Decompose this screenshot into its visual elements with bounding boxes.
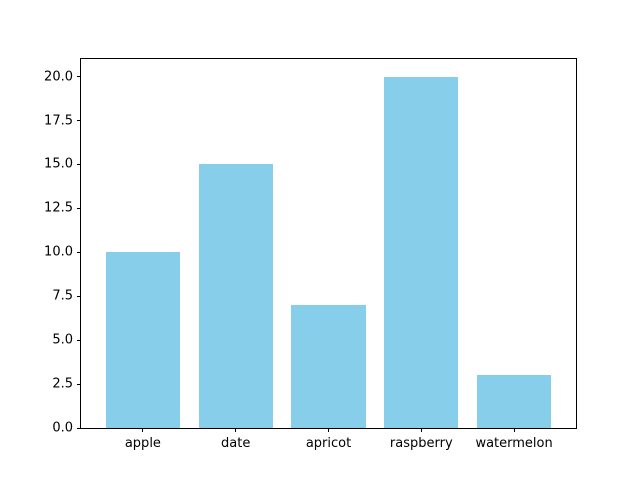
plot-area: 0.0 2.5 5.0 7.5 10.0 12.5 15.0 17.5 20.0 apple dat…	[44, 58, 577, 450]
x-tick-mark	[420, 428, 422, 432]
y-tick-mark	[77, 207, 81, 209]
y-tick-mark	[77, 76, 81, 78]
y-tick-label: 2.5	[52, 376, 73, 392]
y-tick-label: 15.0	[44, 156, 73, 172]
y-tick-label: 20.0	[44, 69, 73, 85]
y-tick-mark	[77, 295, 81, 297]
x-tick-label-apricot: apricot	[305, 436, 352, 451]
x-tick-mark	[142, 428, 144, 432]
x-tick-mark	[328, 428, 329, 432]
y-tick-mark	[77, 163, 81, 165]
x-tick-label-date: date	[221, 436, 251, 451]
y-tick-label: 10.0	[44, 244, 73, 260]
x-tick-label-watermelon: watermelon	[475, 436, 553, 451]
x-tick-label-apple: apple	[124, 436, 161, 451]
bar-apricot	[291, 305, 366, 428]
y-tick-label: 5.0	[52, 332, 73, 348]
bar-watermelon	[476, 375, 552, 428]
x-tick-mark	[235, 428, 237, 432]
y-tick-mark	[77, 339, 81, 341]
y-tick-label: 12.5	[44, 200, 73, 216]
y-tick-mark	[77, 383, 81, 385]
bar-raspberry	[384, 76, 459, 428]
bar-apple	[105, 252, 180, 428]
x-tick-mark	[513, 428, 515, 432]
y-tick-mark	[77, 427, 81, 429]
y-tick-mark	[77, 120, 81, 121]
bar-date	[198, 164, 273, 428]
y-tick-label: 0.0	[52, 420, 73, 436]
y-tick-label: 17.5	[44, 113, 73, 128]
y-tick-mark	[77, 251, 81, 253]
x-tick-label-raspberry: raspberry	[389, 436, 453, 451]
y-tick-label: 7.5	[52, 288, 73, 304]
